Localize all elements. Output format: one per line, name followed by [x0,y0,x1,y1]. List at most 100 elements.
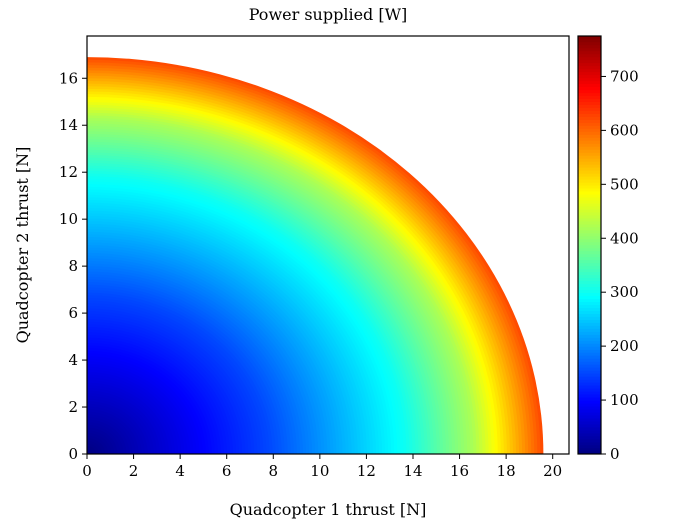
x-axis: 0 2 4 6 8 10 12 14 16 18 20 [82,454,562,480]
colorbar-step [578,92,601,97]
colorbar-step [578,373,601,377]
colorbar-step [578,414,601,419]
colorbar-step [578,292,601,297]
colorbar-step [578,393,601,398]
colorbar-step [578,438,601,443]
colorbar-step [578,399,601,404]
colorbar-step [578,271,601,276]
colorbar-step [578,322,601,326]
colorbar-step [578,229,601,234]
colorbar-step [578,358,601,362]
colorbar-step [578,208,601,213]
x-tick-label: 16 [450,462,469,480]
colorbar-step [578,313,601,317]
colorbar-step [578,190,601,195]
colorbar-step [578,450,601,455]
colorbar-frame [577,35,602,455]
colorbar-step [578,355,601,359]
colorbar-step [578,95,601,99]
colorbar-step [578,423,601,428]
x-tick-label: 18 [497,462,516,480]
colorbar-step [578,241,601,246]
colorbar-step [578,131,601,135]
colorbar-step [578,310,601,314]
colorbar-step [578,247,601,252]
colorbar-step [578,253,601,258]
colorbar-step [578,176,601,180]
colorbar-step [578,80,601,85]
colorbar-tick-label: 400 [610,229,639,247]
colorbar-step [578,385,601,389]
colorbar-step [578,86,601,91]
colorbar-step [578,193,601,198]
colorbar-tick-label: 0 [610,445,620,463]
colorbar-tick-label: 100 [610,391,639,409]
colorbar-step [578,232,601,237]
colorbar-step [578,155,601,159]
colorbar-step [578,35,601,40]
colorbar-step [578,277,601,282]
colorbar-step [578,274,601,279]
colorbar-step [578,402,601,407]
colorbar-step [578,152,601,156]
colorbar-step [578,113,601,117]
colorbar-step [578,140,601,144]
colorbar-step [578,65,601,70]
colorbar-step [578,196,601,201]
colorbar-step [578,56,601,61]
colorbar-step [578,352,601,356]
colorbar-step [578,71,601,76]
colorbar-step [578,432,601,437]
colorbar-step [578,435,601,440]
colorbar-step [578,364,601,368]
colorbar-step [578,361,601,365]
colorbar-step [578,408,601,413]
colorbar-step [578,122,601,126]
colorbar-step [578,417,601,422]
y-tick-label: 10 [59,210,78,228]
colorbar-step [578,420,601,425]
colorbar-step [578,202,601,207]
colorbar-step [578,226,601,231]
colorbar-tick-label: 600 [610,121,639,139]
colorbar-step [578,38,601,43]
x-tick-label: 2 [129,462,139,480]
colorbar-step [578,59,601,64]
colorbar-step [578,53,601,58]
colorbar-step [578,173,601,177]
colorbar-step [578,337,601,341]
colorbar-step [578,265,601,270]
y-tick-label: 14 [59,116,78,134]
colorbar-step [578,158,601,162]
colorbar-step [578,77,601,82]
x-tick-label: 6 [222,462,232,480]
colorbar-tick-label: 300 [610,283,639,301]
colorbar-step [578,98,601,102]
y-axis: 0 2 4 6 8 10 12 14 16 [59,69,87,463]
colorbar-tick-label: 200 [610,337,639,355]
colorbar-step [578,167,601,171]
colorbar-step [578,107,601,111]
colorbar-step [578,170,601,174]
colorbar-step [578,367,601,371]
colorbar-step [578,259,601,264]
colorbar-step [578,256,601,261]
colorbar-step [578,340,601,344]
colorbar-step [578,134,601,138]
colorbar-gradient [578,35,601,455]
colorbar-step [578,182,601,186]
colorbar-step [578,325,601,329]
colorbar-step [578,244,601,249]
colorbar-step [578,444,601,449]
colorbar-step [578,220,601,225]
colorbar-step [578,184,601,189]
colorbar-step [578,217,601,222]
chart-title: Power supplied [W] [249,5,408,24]
y-tick-label: 16 [59,69,78,87]
colorbar-step [578,289,601,294]
colorbar-step [578,116,601,120]
y-tick-label: 12 [59,163,78,181]
x-tick-label: 12 [357,462,376,480]
colorbar-step [578,44,601,49]
colorbar-step [578,250,601,255]
